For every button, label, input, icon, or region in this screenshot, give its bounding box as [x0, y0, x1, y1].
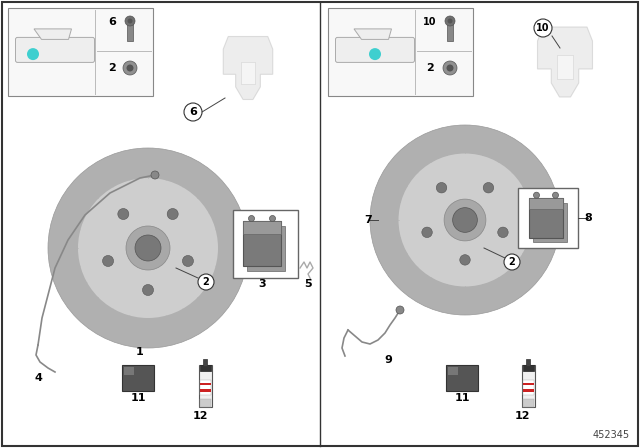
Bar [8, 8, 153, 96]
Polygon shape [34, 29, 72, 39]
Text: 12: 12 [515, 411, 530, 421]
Bar [200, 380, 211, 395]
Circle shape [534, 192, 540, 198]
Bar [233, 210, 298, 278]
Text: 11: 11 [454, 393, 470, 403]
Text: 12: 12 [192, 411, 208, 421]
Circle shape [151, 171, 159, 179]
FancyBboxPatch shape [15, 37, 95, 62]
Bar [522, 383, 534, 385]
Bar [448, 367, 458, 375]
Circle shape [445, 16, 455, 26]
Bar [200, 365, 211, 371]
Circle shape [436, 182, 447, 193]
Circle shape [422, 227, 432, 237]
Circle shape [443, 61, 457, 75]
Bar [243, 221, 281, 267]
Circle shape [135, 235, 161, 261]
Polygon shape [538, 27, 593, 97]
Circle shape [123, 61, 137, 75]
Polygon shape [241, 62, 255, 84]
Bar [198, 365, 211, 408]
Bar [522, 380, 534, 395]
Circle shape [370, 125, 560, 315]
Circle shape [447, 18, 452, 23]
Circle shape [127, 18, 132, 23]
Circle shape [27, 48, 39, 60]
Circle shape [498, 227, 508, 237]
Text: 3: 3 [258, 279, 266, 289]
Polygon shape [557, 55, 573, 79]
Circle shape [248, 215, 255, 221]
Text: 2: 2 [509, 257, 515, 267]
Circle shape [184, 103, 202, 121]
Circle shape [396, 306, 404, 314]
Bar [522, 400, 534, 408]
Text: 11: 11 [131, 393, 146, 403]
Text: 7: 7 [364, 215, 372, 225]
Bar [526, 359, 530, 366]
Circle shape [127, 65, 134, 72]
Circle shape [167, 208, 178, 220]
Bar [529, 198, 563, 238]
Circle shape [483, 182, 493, 193]
Text: 1: 1 [136, 347, 144, 357]
Circle shape [399, 154, 531, 287]
Bar [243, 221, 281, 234]
Circle shape [143, 284, 154, 296]
Bar [328, 8, 473, 96]
Bar [200, 400, 211, 408]
Text: 4: 4 [34, 373, 42, 383]
Text: 2: 2 [426, 63, 434, 73]
Bar [522, 389, 534, 392]
Bar [447, 23, 453, 41]
Circle shape [460, 254, 470, 265]
Circle shape [182, 255, 193, 267]
Polygon shape [354, 29, 392, 39]
Bar [518, 188, 578, 248]
Bar [200, 389, 211, 392]
Text: 6: 6 [189, 107, 197, 117]
Circle shape [369, 48, 381, 60]
Bar [446, 365, 478, 391]
Bar [522, 365, 534, 408]
Bar [200, 383, 211, 385]
Text: 8: 8 [584, 213, 592, 223]
Text: 10: 10 [536, 23, 550, 33]
Circle shape [552, 192, 559, 198]
Text: 10: 10 [423, 17, 436, 27]
Text: 2: 2 [108, 63, 116, 73]
Text: 2: 2 [203, 277, 209, 287]
Circle shape [504, 254, 520, 270]
Text: 6: 6 [108, 17, 116, 27]
Circle shape [118, 208, 129, 220]
Bar [122, 365, 154, 391]
Bar [203, 359, 207, 366]
Circle shape [447, 65, 454, 72]
Text: 452345: 452345 [593, 430, 630, 440]
Circle shape [444, 199, 486, 241]
Circle shape [102, 255, 113, 267]
Bar [127, 23, 133, 41]
Polygon shape [223, 36, 273, 99]
FancyBboxPatch shape [335, 37, 415, 62]
Text: 5: 5 [304, 279, 312, 289]
Bar [532, 202, 567, 242]
Circle shape [269, 215, 275, 221]
Bar [522, 365, 534, 371]
Circle shape [198, 274, 214, 290]
Circle shape [125, 16, 135, 26]
Bar [247, 227, 285, 271]
Circle shape [48, 148, 248, 348]
Bar [124, 367, 134, 375]
Circle shape [78, 178, 218, 318]
Circle shape [534, 19, 552, 37]
Circle shape [452, 208, 477, 233]
Bar [529, 198, 563, 209]
Text: 9: 9 [384, 355, 392, 365]
Circle shape [126, 226, 170, 270]
